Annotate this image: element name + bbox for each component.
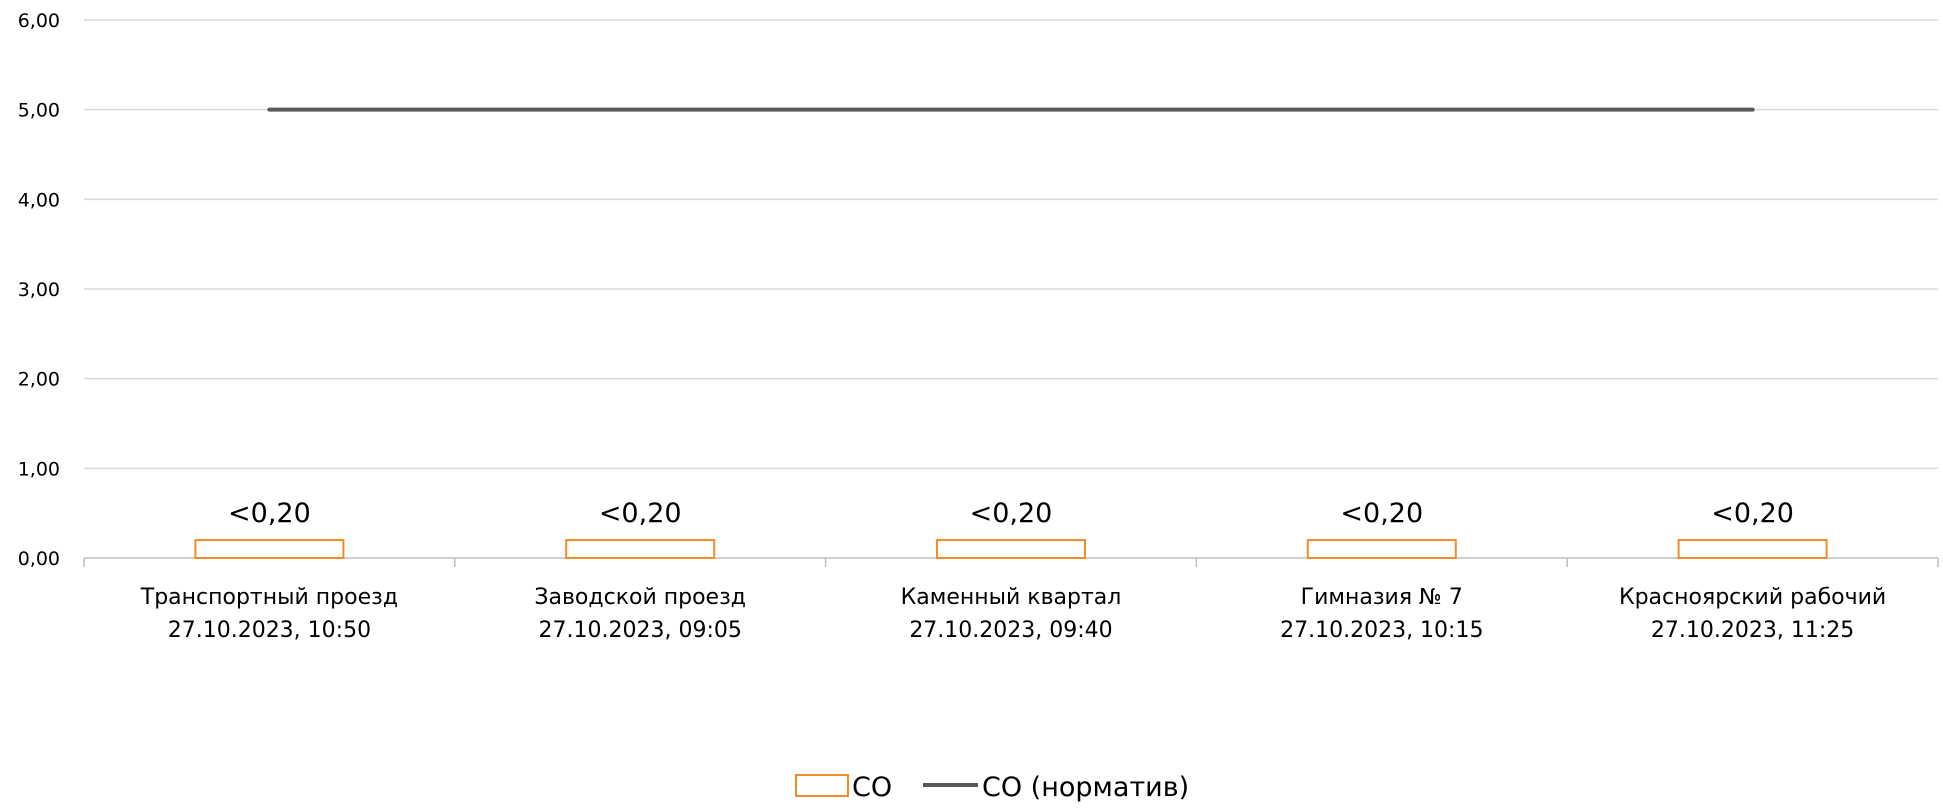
- co-bar-data-label: <0,20: [599, 498, 682, 529]
- co-bar-data-label: <0,20: [1711, 498, 1794, 529]
- x-category-label: Красноярский рабочий: [1619, 585, 1886, 610]
- x-category-label: Гимназия № 7: [1301, 585, 1463, 610]
- x-category-label: Каменный квартал: [901, 585, 1122, 610]
- legend-co-swatch: [795, 774, 849, 797]
- y-axis: 0,00 1,00 2,00 3,00 4,00 5,00 6,00: [18, 10, 60, 570]
- y-tick-label: 0,00: [18, 548, 60, 570]
- co-bar-data-label: <0,20: [1340, 498, 1423, 529]
- x-category-label: Транспортный проезд: [140, 585, 398, 610]
- x-category-label: 27.10.2023, 09:40: [909, 618, 1112, 643]
- x-category-label: 27.10.2023, 11:25: [1651, 618, 1854, 643]
- co-bar: [1306, 539, 1457, 559]
- co-bar: [936, 539, 1086, 559]
- legend: CO CO (норматив): [795, 772, 1189, 803]
- x-category-label: 27.10.2023, 10:15: [1280, 618, 1483, 643]
- co-bar-data-label: <0,20: [970, 498, 1053, 529]
- y-tick-label: 1,00: [18, 458, 60, 480]
- y-tick-label: 4,00: [18, 189, 60, 211]
- y-tick-label: 5,00: [18, 100, 60, 122]
- gridlines: [84, 19, 1938, 470]
- y-tick-label: 3,00: [18, 279, 60, 301]
- x-category-label: 27.10.2023, 09:05: [539, 618, 742, 643]
- x-category-label: 27.10.2023, 10:50: [168, 618, 371, 643]
- y-tick-label: 2,00: [18, 369, 60, 391]
- co-bar: [1677, 539, 1828, 559]
- data-labels: <0,20 <0,20 <0,20 <0,20 <0,20: [228, 498, 1794, 529]
- co-bar: [565, 539, 716, 559]
- co-bar: [194, 539, 345, 559]
- co-bar-data-label: <0,20: [228, 498, 311, 529]
- co-bar-series: [194, 539, 1828, 559]
- x-axis: Транспортный проезд 27.10.2023, 10:50 Заво…: [83, 557, 1939, 643]
- legend-co-label: CO: [852, 772, 892, 803]
- y-tick-label: 6,00: [18, 10, 60, 32]
- x-category-label: Заводской проезд: [534, 585, 746, 610]
- legend-co-standard-label: CO (норматив): [982, 772, 1189, 803]
